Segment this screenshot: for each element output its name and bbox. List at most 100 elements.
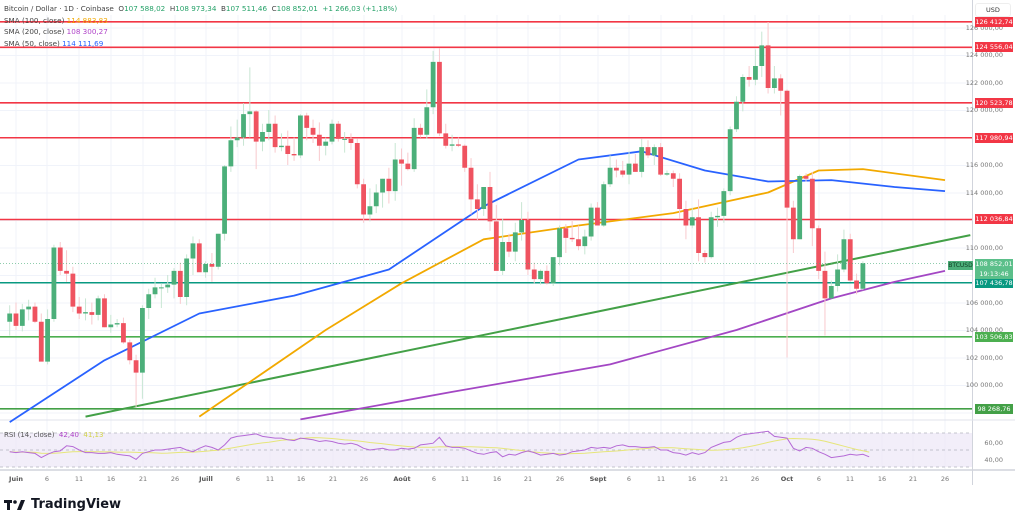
- candle-body: [727, 129, 733, 192]
- price-axis-label: 102 000,00: [965, 353, 1003, 362]
- candle-body: [89, 312, 95, 315]
- sma50-line: [9, 150, 946, 423]
- candle-body: [152, 287, 158, 295]
- time-axis-label: 26: [170, 475, 180, 483]
- time-axis-label: 21: [719, 475, 729, 483]
- candle-body: [772, 78, 777, 88]
- candle-body: [525, 220, 531, 270]
- candle-body: [380, 178, 385, 193]
- rsi-level-60: 60,00: [984, 439, 1003, 447]
- candle-body: [828, 286, 834, 299]
- price-axis-label: 126 000,00: [965, 23, 1003, 32]
- candle-body: [260, 132, 265, 142]
- candle-body: [620, 170, 626, 175]
- price-axis-label: 106 000,00: [965, 298, 1003, 307]
- price-axis-label: 110 000,00: [965, 243, 1003, 252]
- candle-body: [664, 173, 670, 175]
- candle-body: [70, 273, 76, 307]
- candle-body: [677, 178, 682, 209]
- candle-body: [7, 313, 13, 322]
- time-axis-label: 21: [523, 475, 533, 483]
- candle-body: [614, 167, 619, 171]
- rsi-legend[interactable]: RSI (14, close) 42,40 41,13: [4, 431, 104, 439]
- time-axis-label: 21: [328, 475, 338, 483]
- candle-body: [740, 77, 746, 102]
- level-price-tag: 117 980,94: [975, 132, 1013, 143]
- change-value: +1 266,03 (+1,18%): [322, 4, 398, 13]
- candle-body: [190, 243, 196, 259]
- time-axis-label: 16: [296, 475, 306, 483]
- candle-body: [209, 264, 215, 267]
- time-axis-label: Août: [393, 475, 411, 483]
- symbol-title: Bitcoin / Dollar · 1D · Coinbase: [4, 4, 114, 13]
- tradingview-logo[interactable]: TradingView: [4, 497, 121, 512]
- time-axis-label: 21: [908, 475, 918, 483]
- candle-body: [746, 77, 752, 80]
- time-axis-label: 26: [940, 475, 950, 483]
- candle-body: [367, 206, 373, 215]
- candle-body: [576, 239, 581, 247]
- candle-body: [506, 242, 512, 252]
- candle-body: [279, 145, 284, 148]
- time-axis-label: Juill: [199, 475, 213, 483]
- time-axis-label: 26: [359, 475, 369, 483]
- candle-body: [759, 45, 765, 66]
- indicator-sma200[interactable]: SMA (200, close) 108 300,27: [4, 27, 108, 36]
- candle-body: [481, 187, 487, 209]
- candle-body: [645, 147, 651, 156]
- candle-body: [595, 207, 600, 226]
- rsi-line: [9, 430, 870, 461]
- currency-selector[interactable]: USD: [975, 3, 1011, 17]
- level-price-tag: 120 523,78: [975, 97, 1013, 108]
- indicator-sma50[interactable]: SMA (50, close) 114 111,69: [4, 38, 104, 48]
- candle-body: [841, 239, 847, 270]
- candle-body: [658, 147, 664, 175]
- candle-body: [222, 166, 227, 234]
- candle-body: [493, 221, 499, 271]
- tradingview-logo-icon: [4, 499, 25, 510]
- candle-body: [847, 239, 853, 281]
- candle-body: [121, 323, 126, 343]
- candle-body: [361, 184, 366, 215]
- candle-body: [102, 298, 107, 328]
- candle-body: [329, 123, 335, 142]
- candle-body: [639, 147, 645, 172]
- candle-body: [550, 257, 556, 284]
- symbol-row: Bitcoin / Dollar · 1D · Coinbase O107 58…: [4, 4, 398, 13]
- candle-body: [57, 247, 63, 271]
- time-axis-label: 11: [460, 475, 470, 483]
- candle-body: [797, 176, 803, 240]
- candle-body: [26, 306, 32, 310]
- candle-body: [474, 199, 480, 209]
- time-axis-label: 26: [750, 475, 760, 483]
- candle-body: [146, 294, 152, 308]
- time-axis-label: Juin: [9, 475, 23, 483]
- candle-body: [563, 228, 569, 238]
- time-axis-label: 6: [431, 475, 437, 483]
- indicator-sma100[interactable]: SMA (100, close) 114 883,83: [4, 15, 108, 25]
- price-axis-label: 116 000,00: [965, 161, 1003, 169]
- candle-body: [487, 187, 493, 222]
- candle-body: [512, 232, 518, 252]
- candle-body: [32, 306, 38, 322]
- candle-body: [519, 220, 524, 233]
- candle-body: [430, 61, 436, 108]
- candle-body: [411, 127, 417, 170]
- price-axis-label: 122 000,00: [965, 78, 1003, 87]
- candle-body: [816, 228, 822, 271]
- candle-body: [140, 308, 145, 373]
- sma100-line: [198, 168, 946, 418]
- candle-body: [64, 270, 69, 274]
- candle-body: [632, 163, 638, 172]
- candle-body: [285, 145, 291, 154]
- candle-body: [790, 207, 796, 240]
- time-axis-label: 21: [138, 475, 148, 483]
- price-axis-label: 104 000,00: [965, 326, 1003, 334]
- level-price-tag: 98 268,76: [975, 403, 1013, 414]
- candle-body: [753, 66, 758, 80]
- candle-body: [683, 209, 689, 226]
- candle-body: [418, 127, 423, 135]
- candle-body: [171, 270, 177, 285]
- candle-body: [19, 309, 25, 326]
